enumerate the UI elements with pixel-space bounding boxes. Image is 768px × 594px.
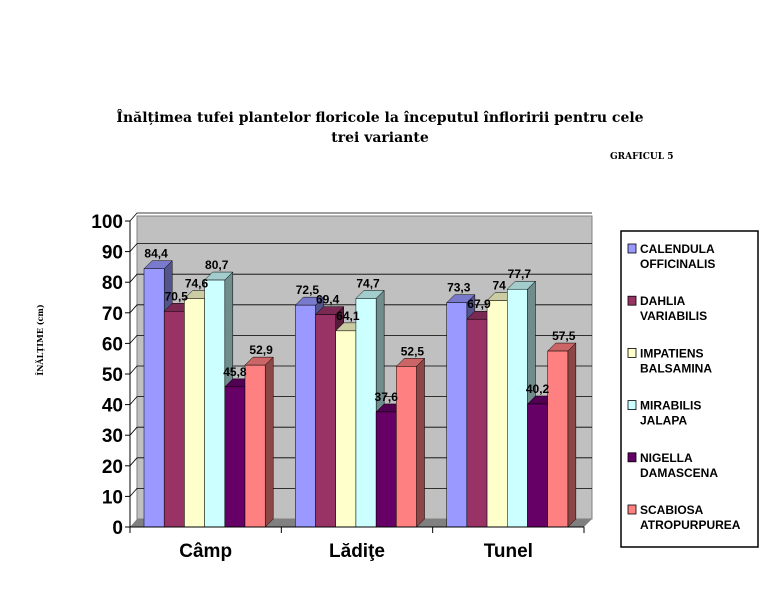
y-tick-label: 40: [102, 396, 123, 417]
data-label: 69,4: [316, 293, 340, 307]
bar-front: [204, 279, 226, 528]
figure-label: GRAFICUL 5: [610, 152, 674, 162]
x-tick-label: Lădiţe: [329, 541, 385, 562]
axes-group: 0 10 20 30 40 50 60 70 80 90 100 Câmp Lădiţe Tunel: [91, 212, 585, 562]
bar: [547, 342, 577, 528]
legend-label: CALENDULA: [640, 242, 715, 256]
bar-front: [184, 298, 205, 528]
legend-swatch: [627, 347, 637, 358]
bars-group: [143, 260, 577, 528]
gridline: [129, 273, 592, 283]
legend-label: DAMASCENA: [640, 466, 718, 480]
legend-entry: IMPATIENS BALSAMINA: [627, 346, 712, 375]
y-tick-label: 20: [102, 457, 123, 478]
bar-side: [567, 342, 577, 528]
y-tick-label: 70: [102, 304, 123, 325]
legend: CALENDULA OFFICINALIS DAHLIA VARIABILIS IM…: [620, 230, 759, 548]
gridline: [129, 487, 592, 497]
data-label: 72,5: [296, 283, 320, 297]
bar: [395, 357, 426, 528]
bar-front: [224, 386, 246, 528]
legend-swatch: [627, 400, 637, 411]
legend-swatch: [627, 452, 637, 463]
legend-swatch: [627, 504, 637, 515]
y-tick-label: 100: [91, 212, 123, 233]
data-label: 80,7: [205, 258, 229, 272]
bar-front: [295, 304, 316, 528]
bar-front: [163, 311, 185, 528]
bar-side: [264, 356, 274, 528]
bar-front: [446, 302, 468, 528]
y-tick-label: 80: [102, 273, 123, 294]
data-label: 84,4: [144, 247, 168, 261]
gridline: [129, 334, 592, 344]
legend-swatch: [627, 243, 637, 254]
y-tick-label: 10: [102, 487, 123, 508]
legend-label: VARIABILIS: [640, 309, 707, 323]
bar-front: [315, 314, 336, 528]
bar-front: [547, 350, 569, 528]
bar-front: [507, 288, 528, 528]
legend-label: IMPATIENS: [640, 346, 704, 360]
data-label: 74,6: [185, 277, 209, 291]
data-label: 77,7: [508, 267, 532, 281]
x-tick-label: Câmp: [179, 541, 232, 562]
bar-front: [355, 298, 377, 528]
bar-front: [375, 411, 397, 528]
legend-label: BALSAMINA: [640, 361, 712, 375]
data-label: 52,5: [401, 344, 425, 358]
data-label: 67,9: [467, 297, 491, 311]
gridline: [129, 396, 592, 405]
legend-label: JALAPA: [640, 414, 687, 428]
data-label: 37,6: [375, 390, 399, 404]
data-label: 64,1: [336, 309, 360, 323]
legend-label: MIRABILIS: [640, 399, 701, 413]
bar-front: [396, 366, 417, 528]
chart-title: Înălțimea tufei plantelor floricole la î…: [116, 110, 644, 146]
data-labels-group: 84,4 72,5 73,3 70,5 69,4 67,9 74,6 64,1 74 80,7 74…: [144, 247, 575, 404]
data-label: 57,5: [552, 329, 576, 343]
legend-swatch: [627, 295, 637, 306]
y-tick-label: 30: [102, 426, 123, 447]
data-label: 70,5: [165, 289, 189, 303]
legend-label: NIGELLA: [640, 451, 693, 465]
gridline: [129, 212, 592, 222]
legend-entry: CALENDULA OFFICINALIS: [627, 242, 715, 271]
legend-box: [620, 230, 759, 548]
bar-front: [335, 330, 357, 528]
gridline: [129, 457, 592, 467]
legend-entry: DAHLIA VARIABILIS: [627, 294, 707, 323]
bar-front: [143, 268, 165, 528]
gridline: [129, 243, 592, 252]
data-label: 40,2: [526, 382, 550, 396]
legend-entry: MIRABILIS JALAPA: [627, 399, 701, 428]
x-tick-label: Tunel: [484, 541, 533, 562]
bar-side: [416, 357, 425, 528]
legend-entry: SCABIOSA ATROPURPUREA: [627, 503, 741, 532]
data-label: 73,3: [447, 281, 471, 295]
legend-label: DAHLIA: [640, 294, 686, 308]
bar-front: [527, 403, 548, 528]
gridline: [129, 426, 592, 436]
bar-front: [244, 364, 266, 528]
y-tick-label: 0: [112, 518, 123, 539]
y-tick-label: 60: [102, 334, 123, 355]
bar: [244, 356, 274, 528]
data-label: 74: [492, 279, 506, 293]
legend-label: OFFICINALIS: [640, 257, 715, 271]
gridline: [129, 365, 592, 375]
data-label: 52,9: [249, 343, 273, 357]
gridline: [129, 304, 592, 314]
legend-entry: NIGELLA DAMASCENA: [627, 451, 718, 480]
legend-label: ATROPURPUREA: [640, 518, 741, 532]
data-label: 74,7: [356, 276, 380, 290]
bar-front: [466, 318, 488, 528]
y-tick-label: 90: [102, 243, 123, 264]
bar-front: [486, 300, 508, 528]
data-label: 45,8: [223, 365, 247, 379]
legend-label: SCABIOSA: [640, 503, 704, 517]
y-tick-label: 50: [102, 365, 123, 386]
